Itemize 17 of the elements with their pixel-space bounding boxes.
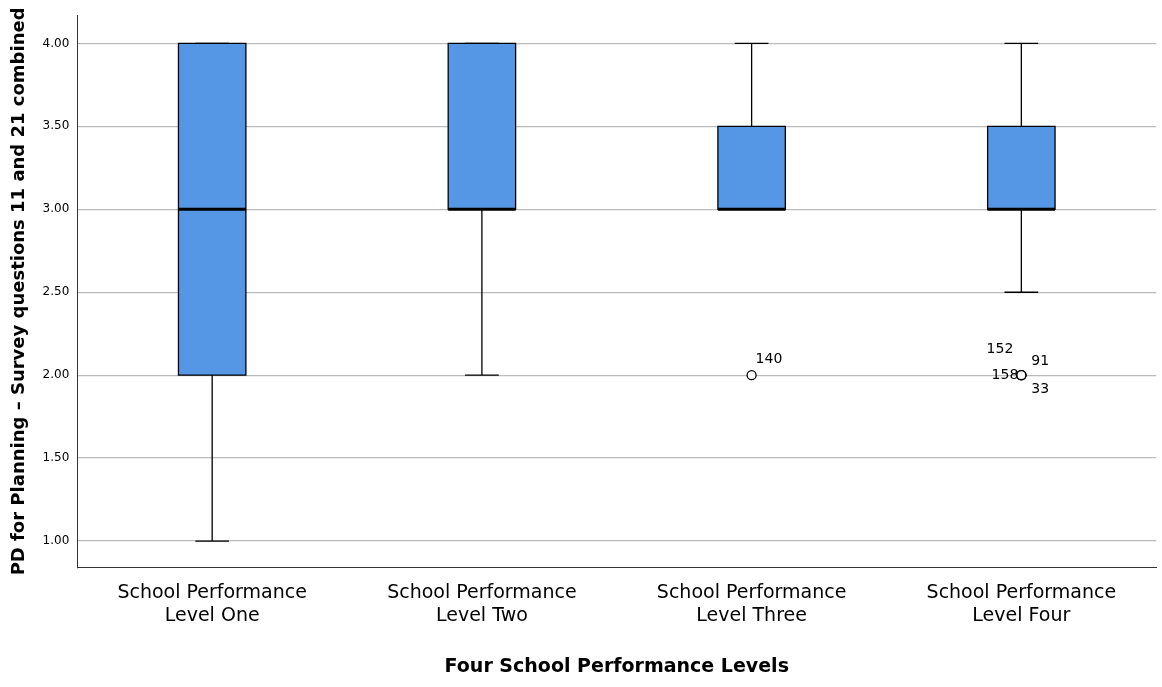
y-tick-label: 3.50 bbox=[42, 118, 70, 133]
y-tick-label: 3.00 bbox=[42, 201, 70, 216]
annotation: 140 bbox=[755, 349, 783, 366]
x-tick-label: School Performance Level Four bbox=[926, 579, 1117, 625]
annotation: 33 bbox=[1031, 379, 1050, 396]
y-axis-title: PD for Planning – Survey questions 11 and 21 combined bbox=[7, 7, 29, 576]
x-tick-label: School Performance Level Three bbox=[656, 579, 847, 625]
y-tick-label: 2.50 bbox=[42, 284, 70, 299]
y-tick-label: 4.00 bbox=[42, 35, 70, 50]
x-tick-label: School Performance Level One bbox=[117, 579, 307, 625]
annotation: 152 bbox=[986, 339, 1014, 356]
annotation: 91 bbox=[1031, 351, 1050, 368]
x-axis-title: Four School Performance Levels bbox=[444, 653, 789, 676]
y-tick-label: 1.50 bbox=[42, 450, 70, 465]
y-tick-label: 1.00 bbox=[42, 533, 70, 548]
y-tick-label: 2.00 bbox=[42, 367, 70, 382]
x-tick-label: School Performance Level Two bbox=[387, 579, 577, 625]
